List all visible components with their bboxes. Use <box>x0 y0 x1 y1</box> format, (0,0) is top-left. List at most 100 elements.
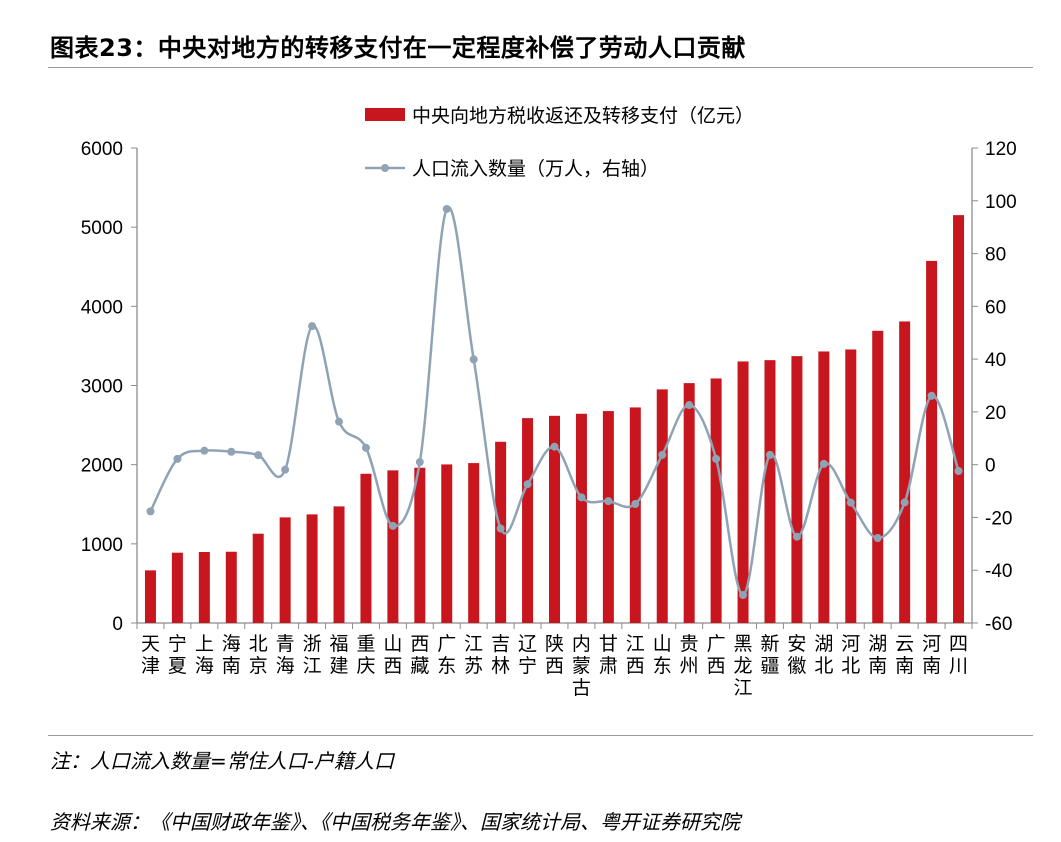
x-tick-label: 河北 <box>841 633 860 677</box>
legend-line-marker <box>381 164 389 172</box>
x-tick-label: 贵州 <box>680 633 699 677</box>
x-tick-label: 四川 <box>949 634 968 677</box>
bar-湖北 <box>818 351 830 623</box>
x-tick-label: 福建 <box>330 633 349 677</box>
bar-江苏 <box>468 463 480 623</box>
population-inflow-line <box>149 205 960 597</box>
x-tick-label: 内蒙古 <box>572 633 591 699</box>
chart-source: 资料来源：《中国财政年鉴》、《中国税务年鉴》、国家统计局、粤开证券研究院 <box>50 810 740 834</box>
x-tick-label: 新疆 <box>760 633 779 677</box>
x-tick-label: 青海 <box>276 633 295 677</box>
line-point-西藏 <box>415 458 424 467</box>
bar-河北 <box>845 349 857 623</box>
line-point-青海 <box>281 465 290 474</box>
line-point-云南 <box>900 498 909 507</box>
line-point-天津 <box>146 507 155 516</box>
x-tick-label: 甘肃 <box>599 633 618 677</box>
right-tick-label: 40 <box>985 350 1006 371</box>
left-tick-label: 3000 <box>81 377 123 398</box>
x-tick-label: 云南 <box>895 634 914 677</box>
bar-内蒙古 <box>575 413 587 623</box>
bar-甘肃 <box>602 411 614 623</box>
x-tick-label: 上海 <box>195 633 214 677</box>
bar-河南 <box>926 260 938 623</box>
line-point-河北 <box>846 498 855 507</box>
x-tick-label: 湖南 <box>868 633 887 677</box>
title-divider <box>48 67 1033 68</box>
line-point-江苏 <box>469 355 478 364</box>
line-point-北京 <box>254 451 263 460</box>
x-tick-label: 天津 <box>141 634 160 677</box>
line-point-湖南 <box>873 534 882 543</box>
line-point-湖北 <box>819 459 828 468</box>
x-tick-label: 西藏 <box>410 634 429 677</box>
bar-陕西 <box>549 415 560 623</box>
bar-辽宁 <box>522 418 534 623</box>
left-tick-label: 2000 <box>81 456 123 477</box>
x-tick-label: 广东 <box>437 633 456 677</box>
bar-广西 <box>710 378 722 623</box>
left-tick-label: 1000 <box>81 535 123 556</box>
bar-天津 <box>144 570 156 623</box>
bar-云南 <box>899 321 911 623</box>
left-tick-label: 4000 <box>81 297 123 318</box>
right-tick-label: 120 <box>985 139 1017 160</box>
right-tick-label: 100 <box>985 192 1017 213</box>
bar-青海 <box>279 517 291 623</box>
bar-湖南 <box>872 330 884 623</box>
bar-北京 <box>252 533 264 623</box>
bar-海南 <box>225 551 237 623</box>
bar-黑龙江 <box>737 361 749 623</box>
legend-bar-label: 中央向地方税收返还及转移支付（亿元） <box>412 105 754 127</box>
bar-安徽 <box>791 356 803 623</box>
x-tick-label: 宁夏 <box>168 633 187 677</box>
right-tick-label: 0 <box>985 456 996 477</box>
right-tick-label: 80 <box>985 245 1006 266</box>
line-point-吉林 <box>496 524 505 533</box>
footer-divider <box>48 735 1033 736</box>
chart-title: 图表23：中央对地方的转移支付在一定程度补偿了劳动人口贡献 <box>50 34 746 62</box>
line-point-海南 <box>227 447 236 456</box>
line-point-山东 <box>658 450 667 459</box>
bar-江西 <box>629 407 641 623</box>
bar-福建 <box>333 506 345 623</box>
bar-贵州 <box>683 383 695 623</box>
x-tick-label: 山东 <box>653 633 672 677</box>
x-tick-label: 河南 <box>922 633 941 677</box>
chart-note: 注：人口流入数量=常住人口-户籍人口 <box>50 749 394 773</box>
bar-西藏 <box>414 467 426 623</box>
right-tick-label: 60 <box>985 297 1006 318</box>
bar-山西 <box>387 470 399 623</box>
line-point-甘肃 <box>604 497 613 506</box>
right-tick-label: -60 <box>985 614 1012 635</box>
line-point-黑龙江 <box>739 591 748 600</box>
x-tick-label: 江西 <box>626 633 645 677</box>
line-point-新疆 <box>765 450 774 459</box>
left-tick-label: 6000 <box>81 139 123 160</box>
bar-新疆 <box>764 360 776 623</box>
line-point-河南 <box>927 391 936 400</box>
bar-四川 <box>953 215 965 623</box>
legend-bar-swatch <box>365 108 405 121</box>
x-tick-label: 山西 <box>383 633 402 677</box>
x-tick-label: 陕西 <box>545 633 564 677</box>
bar-山东 <box>656 389 668 623</box>
left-tick-label: 0 <box>112 614 123 635</box>
line-point-江西 <box>631 499 640 508</box>
x-tick-label: 辽宁 <box>518 633 537 677</box>
x-tick-label: 广西 <box>707 633 726 677</box>
x-tick-label: 北京 <box>249 633 268 677</box>
left-tick-label: 5000 <box>81 218 123 239</box>
bar-重庆 <box>360 473 372 623</box>
line-point-辽宁 <box>523 480 532 489</box>
line-point-广西 <box>712 454 721 463</box>
chart: 0 1000 2000 3000 4000 5000 6000 -60 -40 -20 0 20 40 6… <box>81 105 1017 699</box>
x-tick-label: 湖北 <box>814 633 833 677</box>
line-point-重庆 <box>361 443 370 452</box>
bar-广东 <box>441 464 453 623</box>
line-point-宁夏 <box>173 454 182 463</box>
right-tick-label: 20 <box>985 403 1006 424</box>
x-tick-label: 吉林 <box>491 633 510 677</box>
line-point-广东 <box>442 204 451 213</box>
legend-line-label: 人口流入数量（万人，右轴） <box>412 158 659 180</box>
